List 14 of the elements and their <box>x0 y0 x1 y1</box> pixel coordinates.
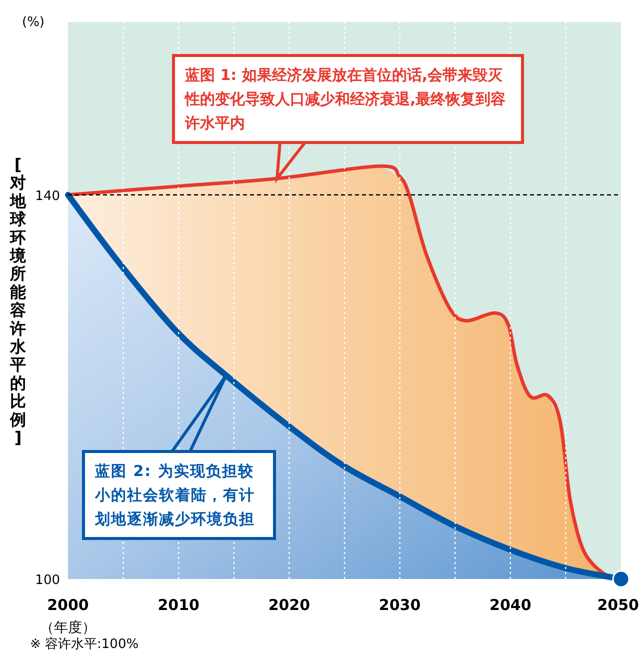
annotation: 蓝图 1: 如果经济发展放在首位的话,会带来毁灭性的变化导致人口减少和经济衰退,最终恢复到容许水平内 <box>172 54 524 144</box>
x-axis-title: （年度） <box>40 620 96 636</box>
y-tick-label: 140 <box>35 188 60 204</box>
x-tick-label: 2040 <box>490 596 532 614</box>
x-tick-label: 2020 <box>268 596 310 614</box>
y-tick-label: 100 <box>35 573 60 588</box>
x-tick-label: 2000 <box>47 596 89 614</box>
annotation: 蓝图 2: 为实现负担较小的社会软着陆，有计划地逐渐减少环境负担 <box>82 450 276 540</box>
text: [对地球环境所能容许水平的比例] <box>10 155 26 447</box>
text: ※ 容许水平:100% <box>30 636 139 652</box>
text: (%) <box>22 15 44 30</box>
x-tick-label: 2050 <box>597 596 639 614</box>
x-tick-label: 2010 <box>158 596 200 614</box>
x-tick-label: 2030 <box>378 596 421 614</box>
